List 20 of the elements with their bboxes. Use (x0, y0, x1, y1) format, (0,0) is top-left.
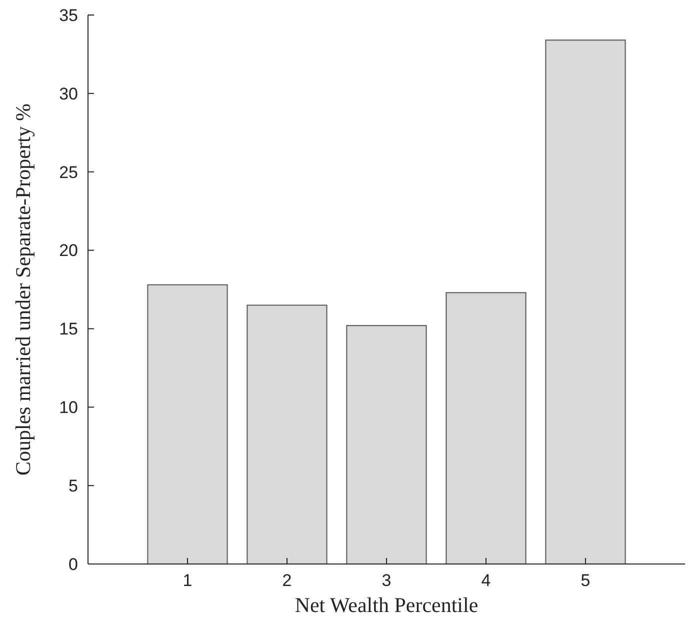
y-tick-label: 0 (68, 554, 78, 574)
bar (446, 292, 526, 564)
y-axis-title: Couples married under Separate-Property % (11, 103, 35, 476)
x-tick-label: 5 (580, 571, 590, 590)
x-tick-label: 3 (382, 571, 392, 590)
bar (346, 325, 427, 564)
bar (246, 304, 328, 564)
bar (147, 284, 228, 564)
y-tick-label: 35 (59, 6, 78, 25)
y-tick-label: 20 (59, 241, 78, 260)
x-tick-label: 1 (182, 571, 192, 590)
x-tick-label: 2 (282, 571, 292, 590)
y-tick-label: 15 (59, 320, 78, 339)
y-tick-label: 5 (68, 476, 78, 496)
y-tick-label: 25 (59, 162, 78, 182)
y-tick-label: 10 (59, 398, 78, 418)
x-axis-title: Net Wealth Percentile (294, 593, 478, 617)
x-tick-label: 4 (481, 571, 491, 590)
y-tick-label: 30 (59, 84, 78, 104)
bar (545, 40, 626, 564)
